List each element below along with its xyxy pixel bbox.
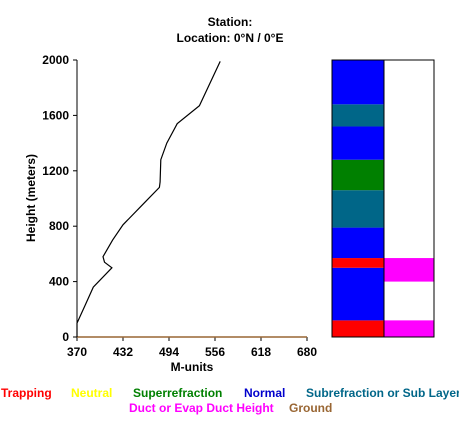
- layer-band-left: [332, 190, 384, 228]
- legend-neutral: Neutral: [71, 386, 113, 400]
- x-tick-label: 556: [205, 345, 225, 359]
- chart-ticks: 0 400 800 1200 1600 2000 370 432 494 556 618 680: [42, 53, 317, 359]
- x-tick-label: 680: [297, 345, 317, 359]
- legend-superrefraction: Superrefraction: [133, 386, 223, 400]
- layer-band-left: [332, 227, 384, 259]
- layer-column-frame: [331, 59, 435, 338]
- legend-duct: Duct or Evap Duct Height: [129, 401, 274, 415]
- legend-ground: Ground: [289, 401, 333, 415]
- layer-band-left: [332, 159, 384, 191]
- layer-column: [331, 59, 435, 338]
- plot-area: [76, 61, 307, 338]
- x-tick-label: 370: [67, 345, 87, 359]
- y-tick-label: 1600: [42, 108, 69, 122]
- layer-band-left: [332, 320, 384, 337]
- y-tick-label: 800: [49, 219, 69, 233]
- legend-subrefraction: Subrefraction or Sub Layer: [306, 386, 459, 400]
- y-tick-label: 2000: [42, 53, 69, 67]
- y-axis-label: Height (meters): [24, 154, 38, 242]
- layer-band-left: [332, 267, 384, 321]
- legend-trapping: Trapping: [1, 386, 52, 400]
- x-axis-label: M-units: [171, 360, 214, 374]
- layer-band-left: [332, 104, 384, 127]
- y-tick-label: 400: [49, 275, 69, 289]
- x-tick-label: 618: [251, 345, 271, 359]
- layer-band-right: [384, 320, 434, 337]
- legend-normal: Normal: [244, 386, 286, 400]
- location-title: Location: 0°N / 0°E: [176, 31, 284, 45]
- station-title: Station:: [207, 15, 253, 29]
- x-tick-label: 494: [159, 345, 179, 359]
- y-tick-label: 1200: [42, 164, 69, 178]
- m-unit-profile-line: [76, 61, 221, 337]
- layer-band-left: [332, 60, 384, 105]
- x-tick-label: 432: [113, 345, 133, 359]
- layer-band-right: [384, 258, 434, 282]
- layer-band-left: [332, 126, 384, 160]
- layer-band-left: [332, 258, 384, 268]
- y-tick-label: 0: [62, 330, 69, 344]
